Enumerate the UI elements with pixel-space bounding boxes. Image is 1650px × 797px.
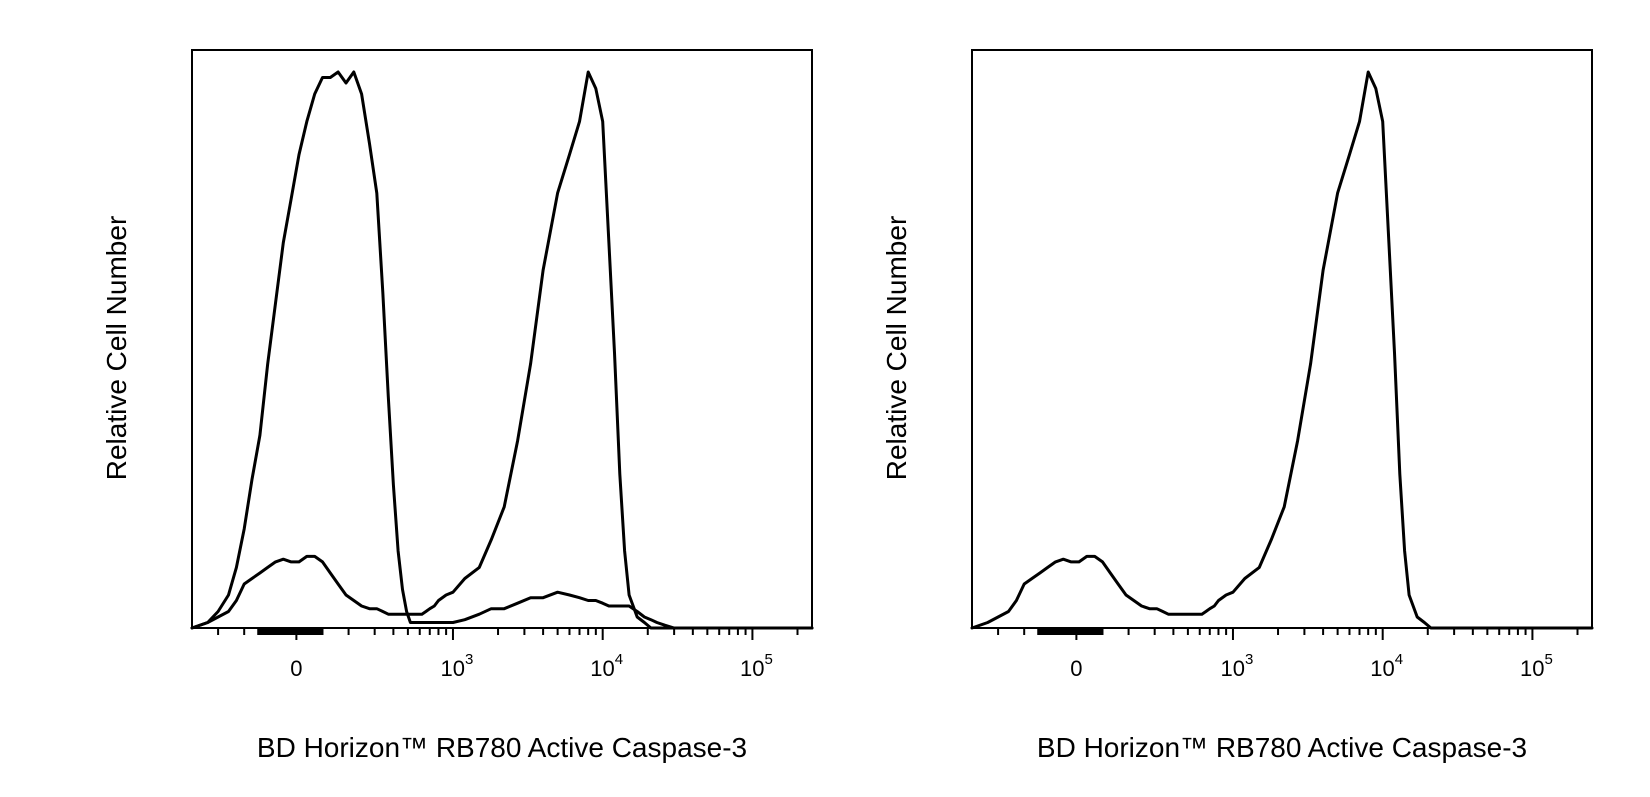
histogram-panel-left: 0 103 104 105 BD Horizon™ RB780 Active Casp… [101,49,814,763]
histogram-trace [190,70,814,630]
x-axis-tick-labels: 0 103 104 105 [1070,651,1553,681]
x-tick-label: 0 [290,656,302,681]
x-tick-label: 104 [1370,651,1403,681]
x-axis-title: BD Horizon™ RB780 Active Caspase-3 [257,732,747,763]
x-tick-label: 0 [1070,656,1082,681]
x-axis-ticks [997,628,1579,640]
x-tick-label: 105 [1520,651,1553,681]
x-axis-ticks [217,628,799,640]
x-zero-tick-cluster [257,629,323,635]
histogram-panel-right: 0 103 104 105 BD Horizon™ RB780 Active Casp… [881,49,1594,763]
plot-frame [191,49,813,629]
x-zero-tick-cluster [1037,629,1103,635]
y-axis-title: Relative Cell Number [101,216,132,481]
x-tick-label: 105 [740,651,773,681]
histogram-trace [970,70,1594,630]
x-tick-label: 103 [1221,651,1254,681]
x-tick-label: 103 [441,651,474,681]
y-axis-title: Relative Cell Number [881,216,912,481]
histogram-trace [190,70,814,630]
plot-frame [971,49,1593,629]
x-tick-label: 104 [590,651,623,681]
x-axis-title: BD Horizon™ RB780 Active Caspase-3 [1037,732,1527,763]
x-axis-tick-labels: 0 103 104 105 [290,651,773,681]
